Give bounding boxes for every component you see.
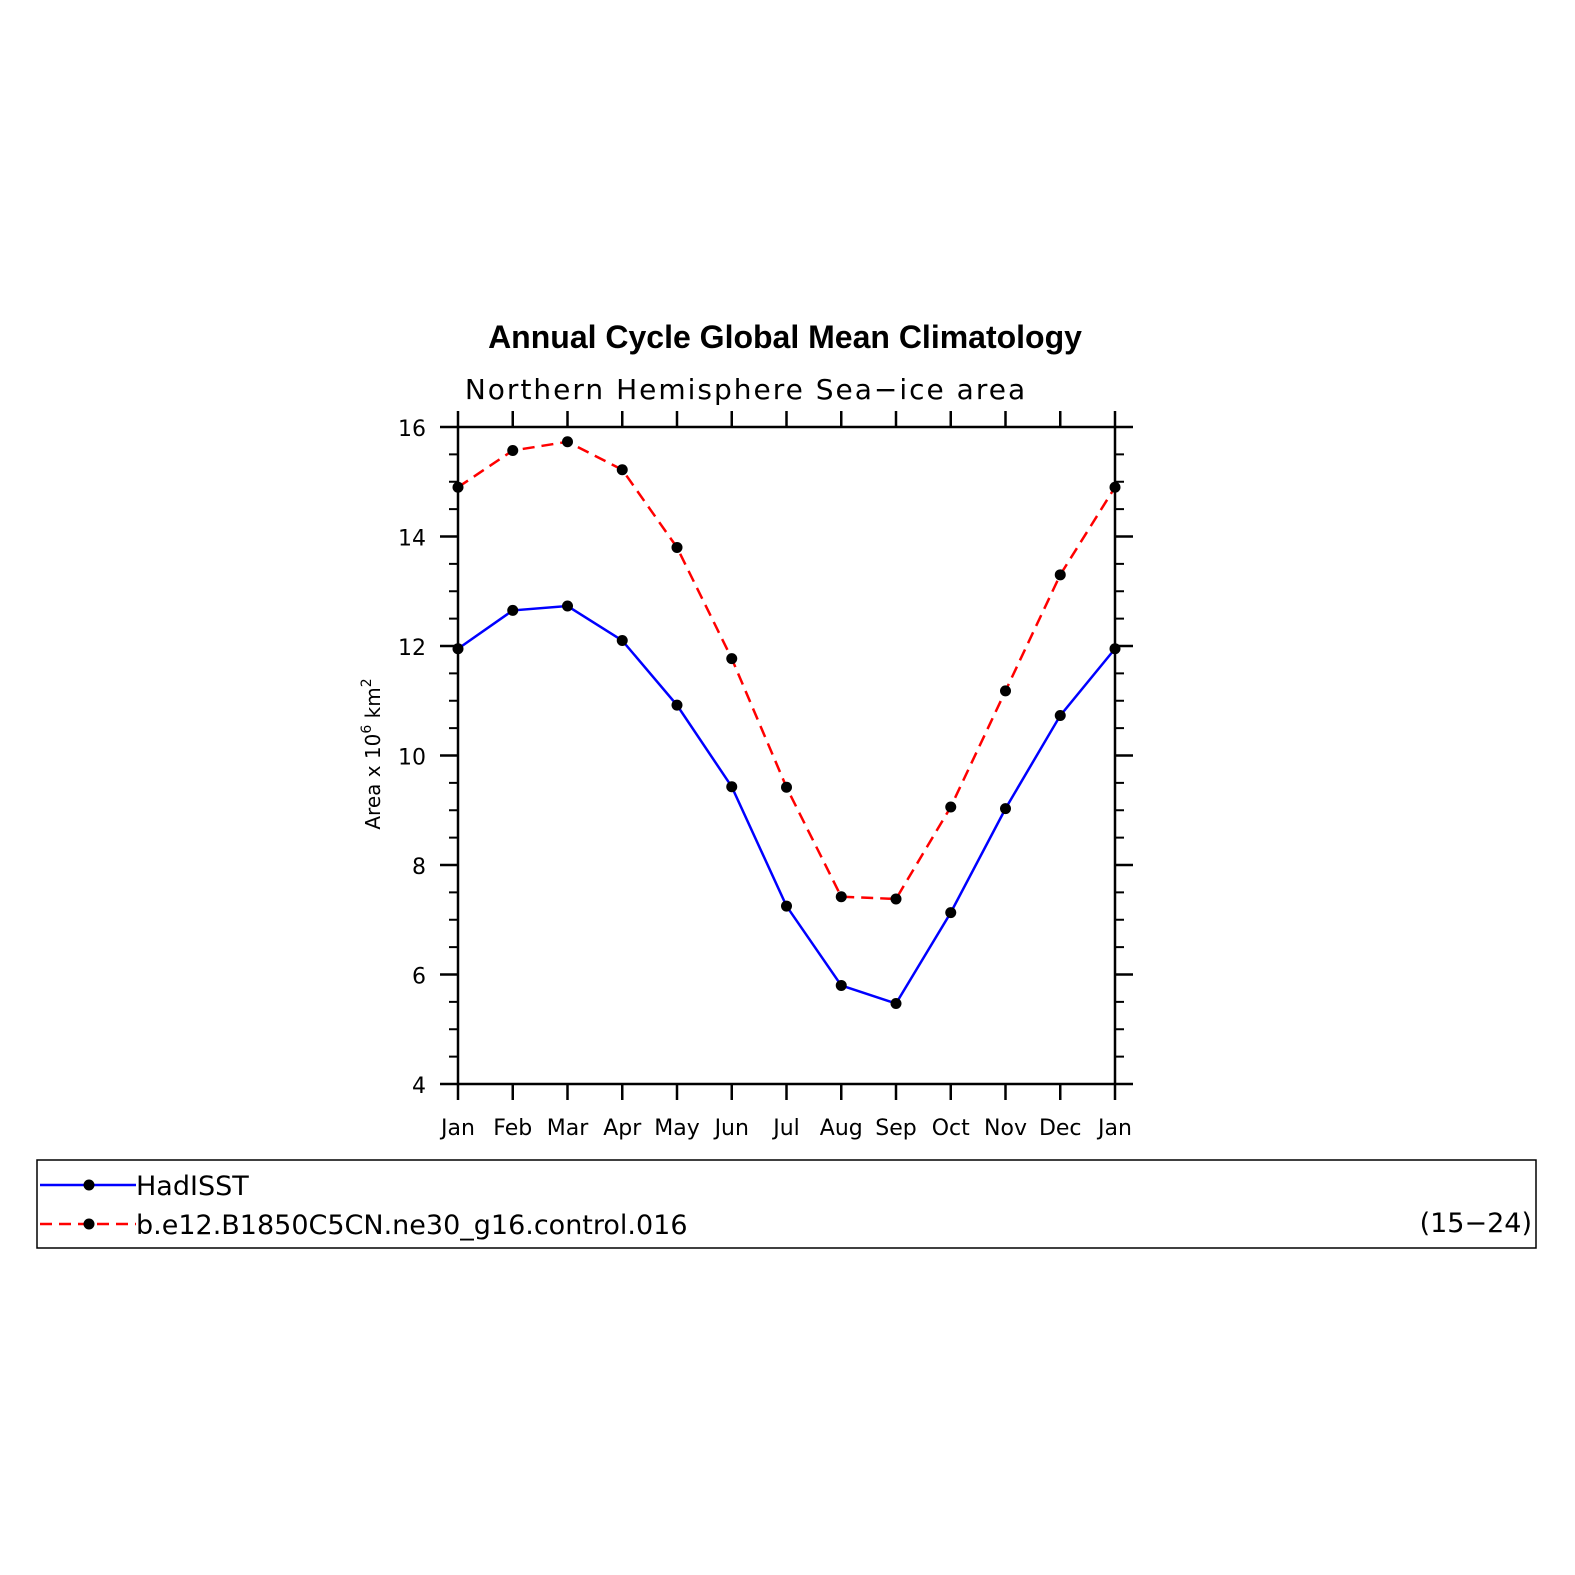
series-1-point — [835, 979, 847, 991]
series-1-point — [671, 699, 683, 711]
series-2-point — [452, 481, 464, 493]
series-2-point — [726, 653, 738, 665]
legend-years: (15−24) — [1420, 1208, 1532, 1239]
legend-marker-2 — [83, 1218, 95, 1230]
series-2-point — [890, 893, 902, 905]
x-tick-label: Jul — [771, 1116, 800, 1141]
x-tick-label: Mar — [547, 1116, 589, 1141]
series-1-point — [890, 998, 902, 1010]
plot-frame — [456, 425, 1117, 1086]
series-1-point — [1054, 710, 1066, 722]
series-2-point — [671, 541, 683, 553]
x-tick-label: Jan — [439, 1116, 475, 1141]
x-tick-label: Apr — [603, 1116, 642, 1141]
series-2-point — [835, 891, 847, 903]
legend-marker-1 — [83, 1179, 95, 1191]
series-2-point — [1109, 481, 1121, 493]
series-2-point — [562, 436, 573, 448]
y-tick-label: 14 — [398, 527, 426, 552]
series-1-point — [562, 600, 573, 612]
y-tick-label: 8 — [412, 855, 426, 880]
series-1-point — [616, 635, 628, 647]
series-2-point — [945, 801, 957, 813]
y-tick-label: 12 — [398, 636, 426, 661]
series-2-point — [507, 445, 519, 457]
plot-area: Jan Feb Mar Apr May Jun Jul Aug Sep Oct Nov Dec Jan 4… — [398, 411, 1133, 1141]
y-tick-label: 4 — [412, 1074, 426, 1099]
y-tick-label: 10 — [398, 746, 426, 771]
series-1-point — [726, 781, 738, 793]
x-tick-label: Nov — [984, 1116, 1027, 1141]
x-tick-label: Feb — [493, 1116, 532, 1141]
x-tick-label: Aug — [820, 1116, 863, 1141]
series-1-point — [1000, 803, 1011, 815]
series-1-point — [1109, 643, 1121, 655]
series-1-point — [452, 643, 464, 655]
chart-subtitle: Northern Hemisphere Sea−ice area — [465, 373, 1027, 406]
series-line-2 — [457, 440, 1117, 901]
x-tick-label: Sep — [875, 1116, 916, 1141]
x-tick-label: May — [654, 1116, 699, 1141]
legend-label-2: b.e12.B1850C5CN.ne30_g16.control.016 — [136, 1210, 688, 1241]
series-2-point — [616, 464, 628, 476]
series-line-1 — [457, 604, 1116, 1006]
series-1-point — [507, 604, 519, 616]
series-2-point — [781, 781, 792, 793]
x-tick-label: Oct — [932, 1116, 970, 1141]
series-2-point — [1054, 569, 1066, 581]
legend: HadISST b.e12.B1850C5CN.ne30_g16.control.… — [36, 1159, 1537, 1249]
x-tick-label: Jan — [1096, 1116, 1132, 1141]
y-tick-label: 6 — [412, 965, 426, 990]
x-tick-label: Jun — [713, 1116, 749, 1141]
series-1-point — [945, 907, 957, 919]
y-axis-label: Area x 106 km2 — [359, 678, 385, 829]
chart-title: Annual Cycle Global Mean Climatology — [488, 319, 1082, 355]
y-tick-label: 16 — [398, 417, 426, 442]
x-tick-label: Dec — [1039, 1116, 1082, 1141]
legend-box — [36, 1159, 1537, 1249]
series-1-point — [781, 900, 792, 912]
legend-label-1: HadISST — [136, 1171, 249, 1202]
series-2-point — [1000, 685, 1011, 697]
